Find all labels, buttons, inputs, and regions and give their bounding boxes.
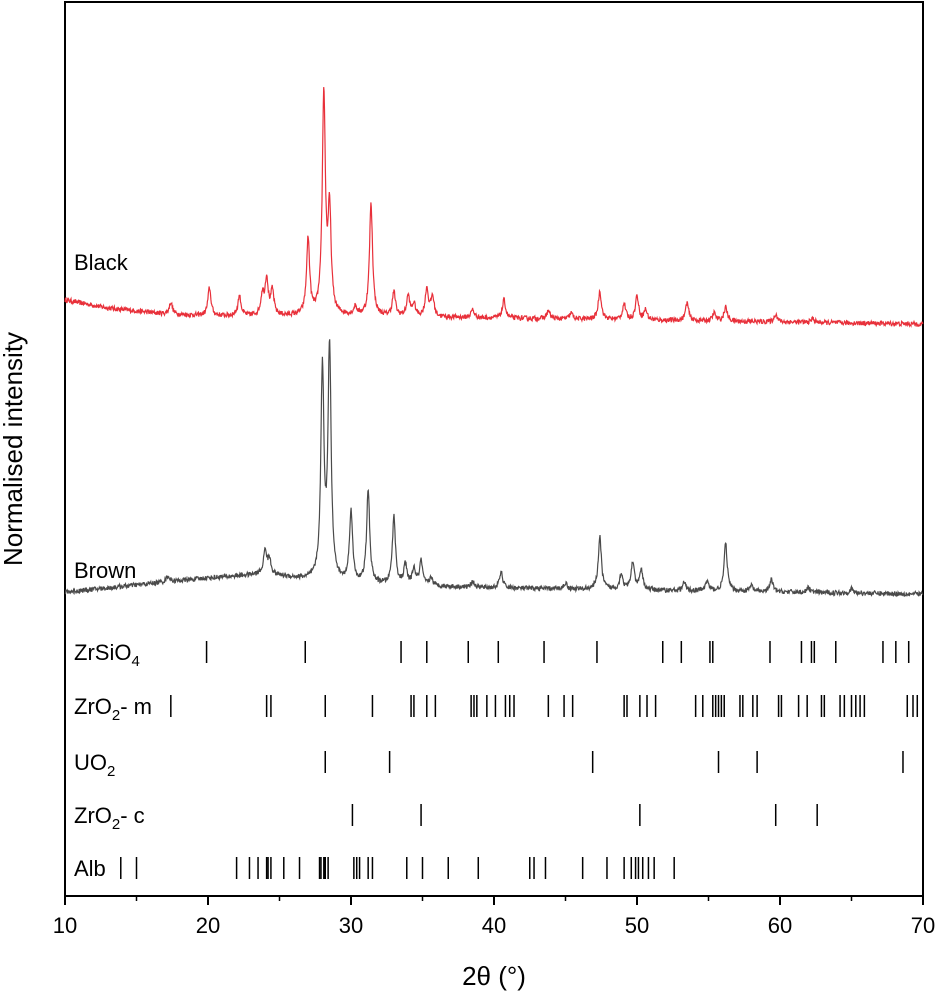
reference-row-0: ZrSiO4 [74,640,910,670]
x-tick-label-70: 70 [911,913,935,938]
reference-label: ZrO2- m [74,694,152,724]
x-tick-label-60: 60 [768,913,792,938]
series-line-black [64,87,924,328]
series-label-black: Black [74,250,129,275]
reference-row-1: ZrO2- m [74,694,919,724]
y-axis-label: Normalised intensity [0,332,28,566]
reference-label: UO2 [74,750,115,780]
x-tick-label-30: 30 [339,913,363,938]
x-tick-label-10: 10 [53,913,77,938]
reference-row-3: ZrO2- c [74,803,818,833]
reference-label: ZrO2- c [74,803,145,833]
diffraction-traces [64,87,924,598]
reference-row-2: UO2 [74,750,904,780]
x-tick-label-20: 20 [196,913,220,938]
reference-row-4: Alb [74,856,675,881]
reference-phase-rows: ZrSiO4 ZrO2- m UO2 ZrO2- c Alb [74,640,919,881]
reference-label: ZrSiO4 [74,640,140,670]
x-tick-label-50: 50 [625,913,649,938]
x-axis-label: 2θ (°) [462,961,526,991]
plot-area: Black Brown ZrSiO4 ZrO2- m UO2 ZrO2- c Alb [64,1,924,897]
reference-label: Alb [74,856,106,881]
x-tick-label-40: 40 [482,913,506,938]
series-line-brown [64,339,924,598]
x-axis: 10 20 30 40 50 60 70 [53,896,935,938]
plot-frame [64,1,924,897]
series-labels: Black Brown [74,250,136,583]
series-label-brown: Brown [74,558,136,583]
